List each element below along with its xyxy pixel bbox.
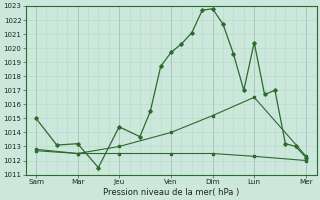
X-axis label: Pression niveau de la mer( hPa ): Pression niveau de la mer( hPa ) [103, 188, 239, 197]
